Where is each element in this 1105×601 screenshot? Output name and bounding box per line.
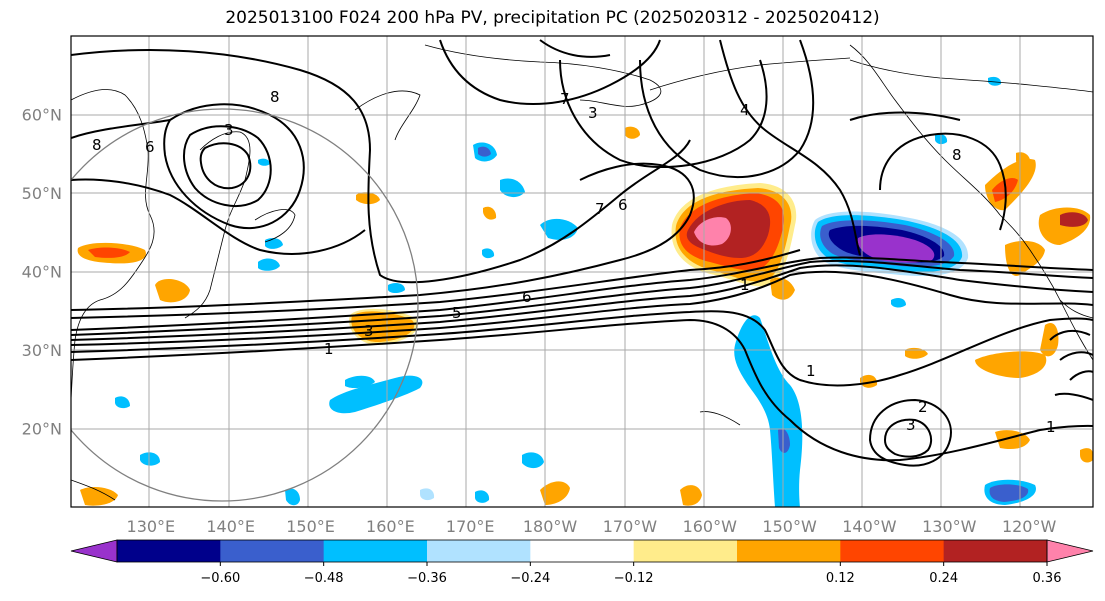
- latitude-label: 50°N: [22, 184, 62, 203]
- pv-contour-label: 6: [618, 196, 628, 214]
- pv-contours: [71, 39, 1093, 467]
- pv-contour-label: 2: [918, 398, 928, 416]
- latitude-label: 20°N: [22, 420, 62, 439]
- colorbar-segment: [633, 540, 738, 562]
- pv-contour-label: 1: [740, 276, 750, 294]
- colorbar-tick-label: 0.12: [826, 571, 855, 586]
- pv-contour-label: 1: [324, 340, 334, 358]
- pv-contour-label: 8: [92, 136, 102, 154]
- longitude-label: 170°W: [603, 517, 658, 536]
- longitude-label: 160°E: [366, 517, 415, 536]
- pv-contour-label: 5: [452, 304, 462, 322]
- pv-contour-label: 3: [906, 416, 916, 434]
- colorbar-tick-label: −0.36: [407, 571, 447, 586]
- pv-contour-label: 3: [364, 322, 374, 340]
- colorbar-frame: [116, 539, 1048, 563]
- longitude-label: 120°W: [1002, 517, 1057, 536]
- longitude-label: 160°W: [683, 517, 738, 536]
- colorbar-segment: [530, 540, 635, 562]
- colorbar-tick-label: −0.12: [614, 571, 654, 586]
- longitude-label: 170°E: [446, 517, 495, 536]
- pv-contour-label: 6: [522, 288, 532, 306]
- longitude-label: 130°W: [922, 517, 977, 536]
- colorbar-tick-label: 0.24: [929, 571, 958, 586]
- pv-contour-label: 7: [595, 200, 605, 218]
- colorbar-segment: [117, 540, 221, 562]
- pv-contour-label: 1: [806, 362, 816, 380]
- latitude-labels: 60°N 50°N 40°N 30°N 20°N: [22, 106, 62, 439]
- longitude-label: 150°W: [762, 517, 817, 536]
- figure-title: 2025013100 F024 200 hPa PV, precipitatio…: [225, 8, 880, 28]
- colorbar: −0.60−0.48−0.36−0.24−0.120.120.240.360.4…: [70, 539, 1094, 586]
- pv-contour-label: 4: [740, 101, 750, 119]
- latitude-label: 30°N: [22, 341, 62, 360]
- colorbar-extend-high: [1046, 539, 1094, 563]
- colorbar-segment: [427, 540, 531, 562]
- colorbar-segment: [323, 540, 428, 562]
- pv-contour-label: 1: [1046, 418, 1056, 436]
- radius-circle: [71, 108, 419, 502]
- colorbar-tick-label: −0.48: [304, 571, 344, 586]
- longitude-labels: 130°E 140°E 150°E 160°E 170°E 180°W 170°W 160°W…: [127, 517, 1057, 536]
- colorbar-tick-label: −0.60: [200, 571, 240, 586]
- longitude-label: 150°E: [286, 517, 335, 536]
- colorbar-segment: [737, 540, 841, 562]
- longitude-label: 130°E: [127, 517, 176, 536]
- pv-contour-label: 3: [224, 121, 234, 139]
- latitude-label: 40°N: [22, 263, 62, 282]
- colorbar-segment: [943, 540, 1048, 562]
- pv-contour-label: 3: [588, 104, 598, 122]
- pv-contour-label-group: 8 8 6 3 7 3 4 1 3 5 6 7 6 1 1 2 3 1 8: [92, 88, 1056, 436]
- colorbar-tick-label: 0.36: [1033, 571, 1062, 586]
- colorbar-segment: [220, 540, 325, 562]
- coastlines: [71, 44, 1093, 501]
- latitude-label: 60°N: [22, 106, 62, 125]
- lat-lon-grid: [71, 36, 1093, 507]
- colorbar-extend-low: [70, 539, 118, 563]
- pv-contour-label: 6: [145, 138, 155, 156]
- longitude-label: 140°W: [842, 517, 897, 536]
- longitude-label: 180°W: [523, 517, 578, 536]
- pv-contour-label: 8: [270, 88, 280, 106]
- pv-contour-label: 7: [560, 90, 570, 108]
- pv-contour-label: 8: [952, 146, 962, 164]
- colorbar-segment: [840, 540, 945, 562]
- longitude-label: 140°E: [206, 517, 255, 536]
- map-frame: [70, 35, 1094, 508]
- colorbar-tick-label: −0.24: [510, 571, 550, 586]
